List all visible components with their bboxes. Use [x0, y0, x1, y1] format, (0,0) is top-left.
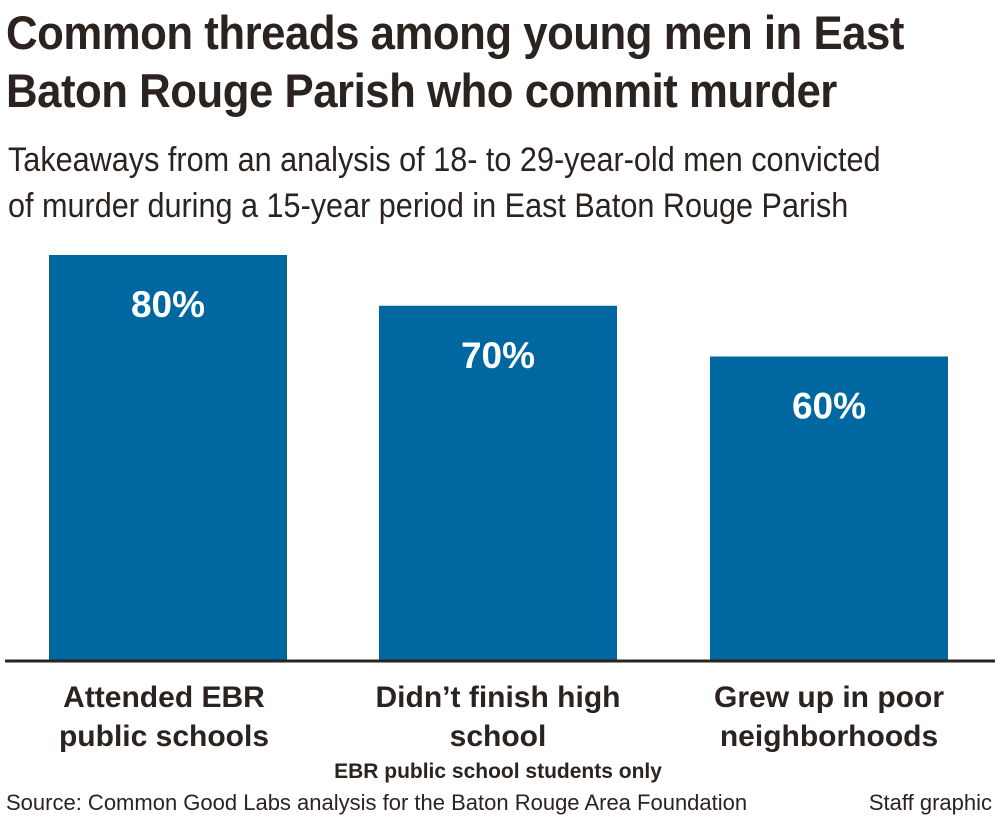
chart-subtitle-line-1: Takeaways from an analysis of 18- to 29-… [8, 141, 881, 179]
category-note-2: EBR public school students only [334, 760, 662, 783]
value-label-2: 70% [461, 335, 535, 376]
staff-credit: Staff graphic [868, 790, 992, 815]
category-label-1-line-2: public schools [58, 720, 270, 753]
category-label-3-line-2: neighborhoods [719, 720, 939, 753]
chart-title-line-1: Common threads among young men in East [6, 6, 904, 59]
value-label-3: 60% [792, 386, 866, 427]
category-label-3-line-1: Grew up in poor [714, 681, 944, 714]
chart-subtitle-line-2: of murder during a 15-year period in Eas… [8, 187, 849, 225]
category-label-1-line-1: Attended EBR [63, 681, 265, 714]
category-label-3: Grew up in poor neighborhoods [664, 678, 994, 756]
source-note: Source: Common Good Labs analysis for th… [6, 790, 748, 815]
value-label-1: 80% [131, 284, 205, 325]
category-label-2: Didn’t finish high school EBR public scho… [333, 678, 663, 786]
bar-1 [49, 255, 287, 661]
chart-subtitle: Takeaways from an analysis of 18- to 29-… [8, 137, 881, 229]
chart-title-line-2: Baton Rouge Parish who commit murder [6, 64, 837, 117]
category-label-1: Attended EBR public schools [0, 678, 329, 756]
bar-3 [710, 356, 948, 661]
bar-2 [379, 305, 617, 661]
chart-title: Common threads among young men in East B… [6, 4, 927, 120]
category-label-2-line-1: Didn’t finish high school [375, 681, 621, 753]
